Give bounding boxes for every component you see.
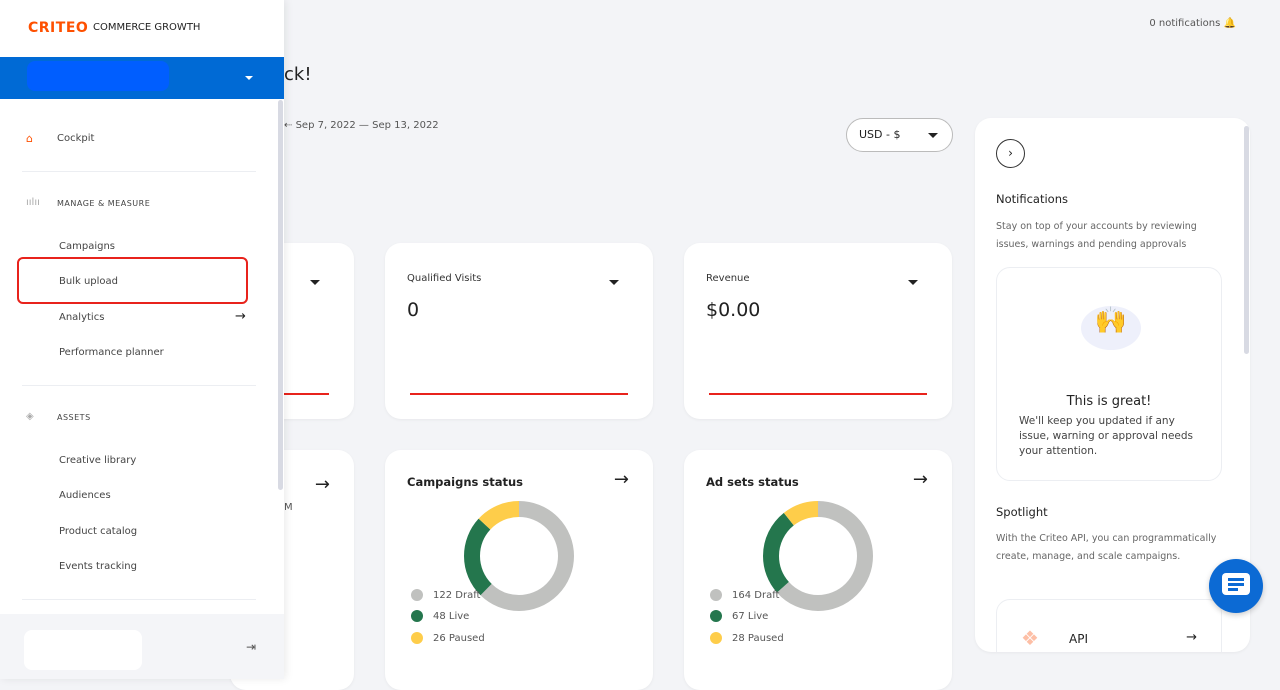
arrow-right-icon[interactable]: → bbox=[235, 309, 246, 324]
layers-icon: ◈ bbox=[26, 411, 34, 422]
arrow-right-icon[interactable]: → bbox=[912, 469, 928, 490]
currency-value: USD - $ bbox=[859, 128, 901, 141]
spotlight-desc: With the Criteo API, you can programmati… bbox=[996, 533, 1217, 562]
greeting: ck! bbox=[284, 64, 312, 85]
legend-draft: 164 Draft bbox=[710, 589, 779, 601]
currency-select[interactable]: USD - $ bbox=[846, 118, 953, 152]
sidebar-item-analytics[interactable]: Analytics bbox=[59, 312, 105, 323]
account-selector[interactable] bbox=[0, 57, 284, 99]
notifications-panel: › Notifications Stay on top of your acco… bbox=[975, 118, 1250, 652]
legend-dot bbox=[411, 610, 423, 622]
caret-down-icon[interactable] bbox=[908, 280, 918, 285]
kpi-value: 0 bbox=[407, 299, 420, 321]
legend-draft: 122 Draft bbox=[411, 589, 480, 601]
highlight-box bbox=[17, 257, 248, 304]
caret-down-icon bbox=[245, 76, 253, 80]
logout-icon[interactable]: ⇥ bbox=[246, 640, 257, 654]
criteo-logo[interactable]: CRITEO bbox=[28, 20, 89, 36]
legend-dot bbox=[710, 610, 722, 622]
legend-dot bbox=[710, 589, 722, 601]
card-title: Campaigns status bbox=[407, 475, 524, 489]
sidebar-item-cockpit[interactable]: Cockpit bbox=[57, 133, 95, 144]
date-range-picker[interactable]: ⇠ Sep 7, 2022 — Sep 13, 2022 bbox=[284, 120, 439, 131]
legend-paused: 28 Paused bbox=[710, 632, 784, 644]
card-title: Ad sets status bbox=[706, 475, 799, 489]
kpi-card-revenue: Revenue $0.00 bbox=[684, 243, 952, 419]
partial-card-text: M bbox=[284, 502, 293, 513]
api-label: API bbox=[1069, 632, 1088, 646]
chat-icon bbox=[1222, 573, 1250, 595]
donut-segment-live bbox=[464, 501, 574, 611]
user-profile[interactable] bbox=[24, 630, 142, 670]
celebration-illustration-icon: 🙌 bbox=[1081, 306, 1141, 350]
sidebar-item-events-tracking[interactable]: Events tracking bbox=[59, 561, 137, 572]
sidebar-item-product-catalog[interactable]: Product catalog bbox=[59, 526, 138, 537]
sidebar-item-creative-library[interactable]: Creative library bbox=[59, 455, 137, 466]
notifications-count: 0 notifications bbox=[1149, 18, 1221, 29]
legend-label: 122 Draft bbox=[433, 589, 481, 601]
sidebar-scrollbar[interactable] bbox=[278, 100, 283, 490]
arrow-right-icon: → bbox=[1186, 630, 1197, 645]
product-name: COMMERCE GROWTH bbox=[93, 22, 201, 33]
section-assets: ASSETS bbox=[57, 413, 91, 422]
ad-sets-status-card: Ad sets status → 164 Draft 67 Live 28 Pa… bbox=[684, 450, 952, 690]
caret-down-icon[interactable] bbox=[609, 280, 619, 285]
sidebar: CRITEO COMMERCE GROWTH ⌂ Cockpit ıılıı M… bbox=[0, 0, 284, 679]
legend-live: 67 Live bbox=[710, 610, 768, 622]
empty-state-box: 🙌 This is great! We'll keep you updated … bbox=[996, 267, 1222, 481]
caret-down-icon bbox=[928, 133, 938, 138]
donut-segment-paused bbox=[464, 501, 574, 611]
donut-segment-live bbox=[763, 501, 873, 611]
arrow-right-icon[interactable]: → bbox=[613, 469, 629, 490]
sidebar-item-audiences[interactable]: Audiences bbox=[59, 490, 111, 501]
kpi-line bbox=[709, 393, 927, 395]
measure-icon: ıılıı bbox=[26, 197, 40, 208]
campaigns-status-card: Campaigns status → 122 Draft 48 Live 26 … bbox=[385, 450, 653, 690]
kpi-title: Qualified Visits bbox=[407, 273, 482, 284]
empty-state-title: This is great! bbox=[1066, 394, 1152, 409]
legend-label: 26 Paused bbox=[433, 632, 485, 644]
sidebar-item-bulk-upload[interactable]: Bulk upload bbox=[59, 276, 119, 287]
legend-dot bbox=[710, 632, 722, 644]
kpi-value: $0.00 bbox=[706, 299, 761, 321]
spotlight-title: Spotlight bbox=[996, 505, 1048, 519]
legend-label: 28 Paused bbox=[732, 632, 784, 644]
chat-button[interactable] bbox=[1209, 559, 1263, 613]
legend-label: 67 Live bbox=[732, 610, 769, 622]
collapse-panel-button[interactable]: › bbox=[996, 139, 1025, 168]
kpi-title: Revenue bbox=[706, 273, 750, 284]
caret-down-icon[interactable] bbox=[310, 280, 320, 285]
home-icon: ⌂ bbox=[26, 132, 33, 145]
donut-chart bbox=[464, 501, 574, 611]
sidebar-item-performance-planner[interactable]: Performance planner bbox=[59, 347, 164, 358]
notifications-title: Notifications bbox=[996, 192, 1068, 206]
api-icon: ❖ bbox=[1021, 626, 1039, 650]
account-name-redacted bbox=[27, 61, 169, 91]
legend-label: 164 Draft bbox=[732, 589, 780, 601]
donut-chart bbox=[763, 501, 873, 611]
section-manage-measure: MANAGE & MEASURE bbox=[57, 199, 151, 208]
legend-dot bbox=[411, 632, 423, 644]
arrow-right-icon[interactable]: → bbox=[314, 474, 330, 495]
legend-paused: 26 Paused bbox=[411, 632, 485, 644]
donut-segment-paused bbox=[763, 501, 873, 611]
date-range-text: Sep 7, 2022 — Sep 13, 2022 bbox=[295, 120, 439, 131]
api-link[interactable]: ❖ API → bbox=[996, 599, 1222, 652]
panel-scrollbar[interactable] bbox=[1244, 126, 1249, 354]
empty-state-desc: We'll keep you updated if any issue, war… bbox=[1019, 415, 1193, 457]
legend-label: 48 Live bbox=[433, 610, 470, 622]
sidebar-item-campaigns[interactable]: Campaigns bbox=[59, 241, 116, 252]
bell-icon: 🔔 bbox=[1223, 18, 1236, 29]
legend-live: 48 Live bbox=[411, 610, 469, 622]
sidebar-footer: ⇥ bbox=[0, 614, 284, 679]
legend-dot bbox=[411, 589, 423, 601]
notifications-desc: Stay on top of your accounts by reviewin… bbox=[996, 221, 1197, 250]
notifications-link[interactable]: 0 notifications 🔔 bbox=[1149, 18, 1236, 29]
kpi-line bbox=[410, 393, 628, 395]
kpi-card-qualified-visits: Qualified Visits 0 bbox=[385, 243, 653, 419]
